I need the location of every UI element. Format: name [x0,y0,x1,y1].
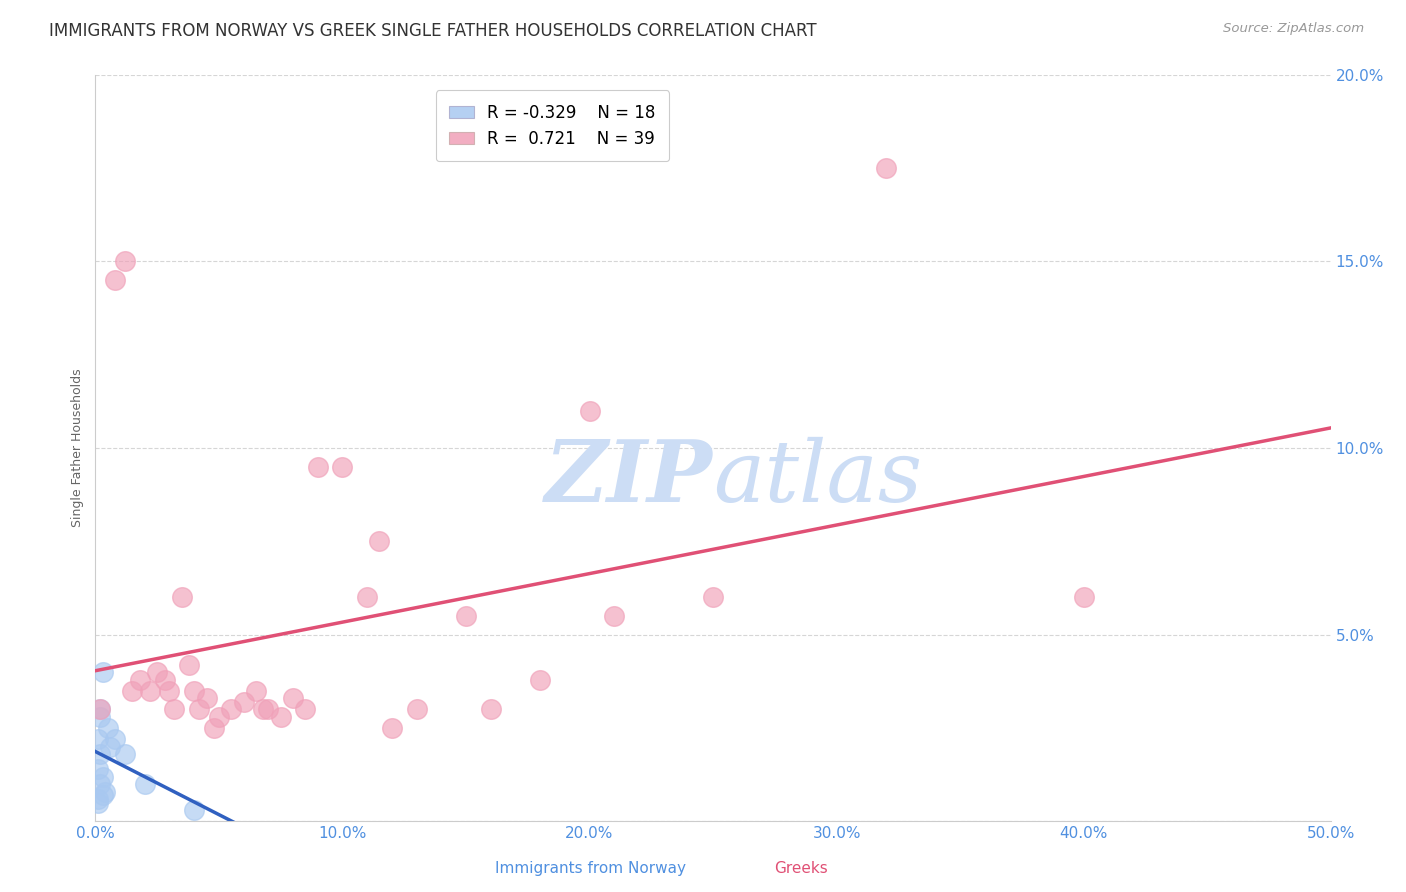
Text: ZIP: ZIP [546,436,713,520]
Point [89,702,111,716]
Point [219,702,242,716]
Point [578,403,600,417]
Text: Source: ZipAtlas.com: Source: ZipAtlas.com [1223,22,1364,36]
Point [603,609,626,624]
Point [121,683,143,698]
Point [381,721,404,735]
Point [332,459,354,474]
Point [128,673,150,687]
Point [91,665,114,679]
Point [232,695,254,709]
Point [245,683,267,698]
Text: Greeks: Greeks [775,861,828,876]
Point [91,770,114,784]
Point [87,762,110,776]
Point [202,721,225,735]
Point [134,777,156,791]
Point [97,721,120,735]
Point [87,796,110,810]
Point [183,803,205,817]
Point [188,702,211,716]
Point [163,702,186,716]
Point [89,747,111,762]
Point [529,673,551,687]
Point [368,534,391,549]
Point [356,591,378,605]
Point [87,732,110,747]
Point [183,683,205,698]
Point [170,591,193,605]
Point [875,161,897,175]
Point [153,673,176,687]
Point [1073,591,1095,605]
Point [114,747,136,762]
Point [252,702,274,716]
Point [257,702,280,716]
Legend: R = -0.329    N = 18, R =  0.721    N = 39: R = -0.329 N = 18, R = 0.721 N = 39 [436,90,669,161]
Point [159,683,181,698]
Text: IMMIGRANTS FROM NORWAY VS GREEK SINGLE FATHER HOUSEHOLDS CORRELATION CHART: IMMIGRANTS FROM NORWAY VS GREEK SINGLE F… [49,22,817,40]
Point [104,732,127,747]
Point [454,609,477,624]
Point [138,683,160,698]
Point [405,702,427,716]
Point [87,792,110,806]
Point [270,710,292,724]
Point [479,702,502,716]
Point [91,789,114,803]
Point [114,254,136,268]
Point [179,657,201,672]
Point [281,691,304,706]
Point [146,665,169,679]
Point [294,702,316,716]
Point [208,710,231,724]
Point [307,459,329,474]
Point [89,702,111,716]
Point [104,273,127,287]
Point [89,777,111,791]
Point [702,591,724,605]
Text: atlas: atlas [713,436,922,519]
Text: Immigrants from Norway: Immigrants from Norway [495,861,686,876]
Point [98,739,121,754]
Point [94,784,117,798]
Point [195,691,218,706]
Y-axis label: Single Father Households: Single Father Households [72,368,84,527]
Point [89,710,111,724]
